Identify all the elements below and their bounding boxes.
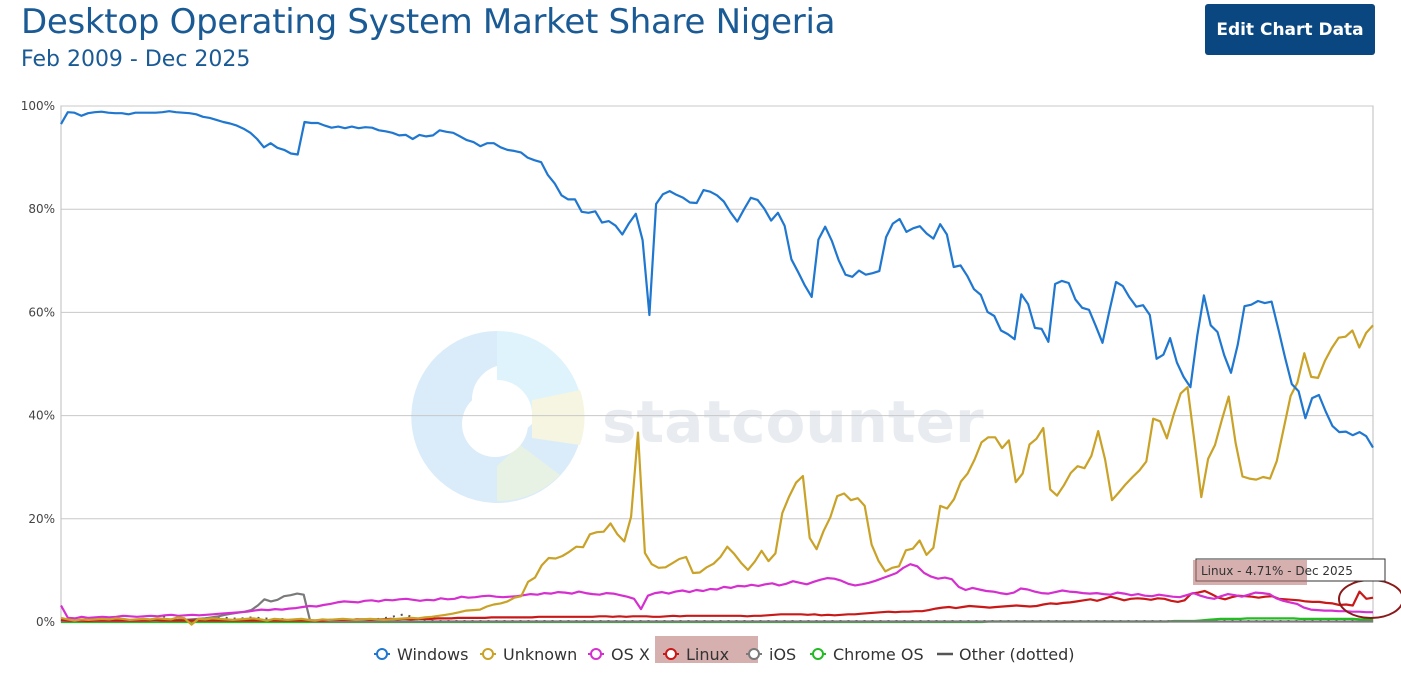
statcounter-watermark: statcounter [411,330,984,503]
line-chart: statcounter 0% 20% 40% 60% 80% 100% Linux - 4… [21,99,1401,664]
watermark-logo-hole [462,391,528,457]
legend-swatch-marker [376,648,388,660]
legend-swatch-marker [665,648,677,660]
legend-item-windows[interactable]: Windows [374,645,468,664]
y-tick-label: 100% [21,99,55,113]
legend-item-other-dotted[interactable]: Other (dotted) [937,645,1075,664]
plot-area-border [60,105,1374,623]
legend-label: iOS [769,645,796,664]
series-layer [60,110,1374,626]
legend-swatch-marker [748,648,760,660]
y-axis: 0% 20% 40% 60% 80% 100% [21,99,55,629]
watermark-logo-slice-yellow [532,390,585,445]
series-line-windows [60,110,1374,449]
legend-item-chrome-os[interactable]: Chrome OS [810,645,924,664]
series-line-linux [60,589,1374,623]
legend-swatch-marker [482,648,494,660]
legend-label: Other (dotted) [959,645,1075,664]
series-line-unknown [60,324,1374,626]
legend-label: Windows [397,645,468,664]
legend-swatch-marker [590,648,602,660]
legend-label: OS X [611,645,650,664]
legend-item-unknown[interactable]: Unknown [480,645,577,664]
y-tick-label: 0% [36,615,55,629]
tooltip-highlight [1193,560,1307,585]
legend-label: Unknown [503,645,577,664]
chart-subtitle: Feb 2009 - Dec 2025 [21,47,251,72]
series-line-os-x [60,563,1373,620]
legend-item-linux[interactable]: Linux [663,645,729,664]
grid [60,105,1374,623]
tooltip-layer: Linux - 4.71% - Dec 2025 [1193,558,1401,619]
watermark-logo-slice-green [497,445,560,502]
edit-chart-data-button[interactable]: Edit Chart Data [1205,4,1375,55]
chart-title: Desktop Operating System Market Share Ni… [21,2,836,42]
legend: Windows Unknown OS X Linux iOS Chrome OS Other… [374,636,1075,664]
y-tick-label: 60% [28,305,55,319]
y-tick-label: 40% [28,409,55,423]
y-tick-label: 80% [28,202,55,216]
watermark-logo-slice-blue [411,331,583,503]
legend-label: Chrome OS [833,645,924,664]
y-tick-label: 20% [28,512,55,526]
legend-item-os-x[interactable]: OS X [588,645,650,664]
legend-item-ios[interactable]: iOS [746,645,796,664]
series-line-ios [61,592,1373,623]
legend-label: Linux [686,645,729,664]
watermark-logo-slice-cyan [497,330,583,412]
tooltip-text: Linux - 4.71% - Dec 2025 [1201,564,1353,578]
legend-swatch-marker [812,648,824,660]
watermark-text: statcounter [602,388,984,456]
